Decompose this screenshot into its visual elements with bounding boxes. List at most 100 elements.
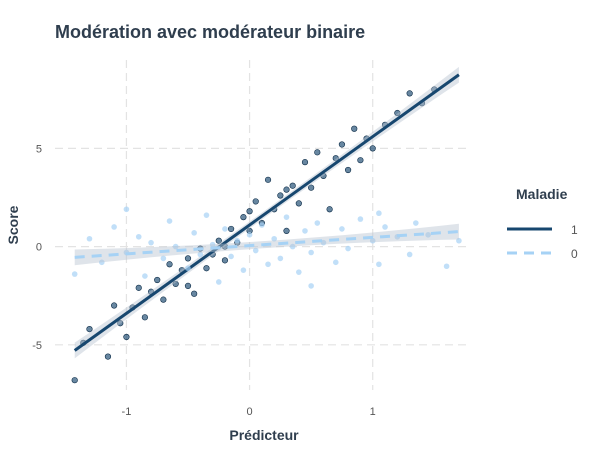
data-point-1: [308, 184, 315, 191]
data-point-0: [283, 214, 290, 220]
data-point-1: [301, 159, 309, 166]
data-point-0: [98, 259, 105, 266]
data-point-1: [191, 290, 198, 297]
data-point-0: [302, 228, 308, 234]
data-point-1: [357, 157, 364, 164]
data-point-0: [111, 224, 117, 230]
data-point-1: [104, 353, 112, 360]
data-point-1: [351, 125, 358, 132]
data-point-1: [227, 225, 235, 233]
data-point-0: [289, 243, 296, 250]
data-point-1: [289, 182, 296, 189]
data-point-0: [406, 251, 413, 258]
data-point-0: [332, 259, 339, 266]
data-point-0: [197, 251, 204, 258]
data-point-1: [344, 166, 352, 174]
data-point-1: [264, 176, 272, 183]
chart-title: Modération avec modérateur binaire: [55, 22, 365, 42]
data-point-0: [259, 222, 265, 228]
x-tick-label: -1: [122, 406, 132, 418]
data-point-0: [160, 255, 167, 262]
data-point-0: [222, 226, 228, 232]
regression-line-1: [73, 73, 460, 352]
data-point-0: [308, 249, 314, 256]
data-point-0: [135, 233, 142, 240]
data-point-0: [240, 267, 247, 273]
tick-labels: -1 0 1 -5 0 5: [32, 143, 376, 418]
data-point-1: [154, 276, 161, 284]
data-point-1: [283, 227, 290, 234]
data-point-1: [71, 377, 78, 384]
data-point-0: [148, 239, 154, 246]
data-point-0: [252, 247, 259, 254]
data-point-0: [71, 271, 78, 277]
data-point-1: [221, 257, 229, 264]
data-point-1: [135, 284, 142, 291]
data-point-0: [86, 235, 93, 242]
data-point-0: [296, 269, 302, 275]
y-tick-label: -5: [32, 340, 42, 352]
data-point-0: [376, 261, 382, 268]
data-point-0: [166, 218, 173, 224]
data-point-0: [425, 232, 431, 238]
data-point-0: [203, 212, 210, 218]
data-point-1: [141, 314, 148, 321]
data-point-0: [234, 237, 241, 244]
data-point-0: [339, 226, 345, 232]
data-point-1: [215, 237, 222, 244]
legend: Maladie 1 0: [507, 186, 578, 261]
data-point-0: [185, 265, 191, 272]
y-tick-label: 0: [36, 242, 42, 254]
data-point-1: [111, 302, 118, 309]
series-0-group: [71, 66, 460, 384]
data-point-1: [203, 265, 210, 272]
data-point-0: [215, 279, 222, 285]
data-point-0: [271, 235, 277, 242]
data-point-0: [142, 273, 148, 279]
data-point-0: [382, 224, 388, 230]
y-axis-label: Score: [5, 205, 21, 244]
data-point-1: [117, 320, 124, 327]
data-point-0: [357, 216, 364, 222]
data-point-1: [283, 186, 290, 193]
x-tick-label: 1: [370, 406, 376, 418]
data-point-1: [338, 141, 346, 148]
data-point-1: [295, 200, 302, 207]
data-point-0: [308, 283, 314, 289]
data-point-0: [314, 220, 321, 226]
data-point-0: [413, 220, 419, 226]
y-tick-label: 5: [36, 143, 42, 155]
data-point-1: [166, 261, 173, 268]
data-point-1: [314, 149, 321, 156]
data-point-0: [376, 210, 382, 217]
data-point-1: [332, 155, 339, 162]
series-1-group: [71, 206, 462, 289]
data-point-1: [394, 109, 401, 117]
data-point-1: [240, 214, 247, 221]
data-point-1: [86, 326, 93, 333]
data-point-1: [277, 192, 284, 199]
data-point-1: [123, 333, 130, 341]
data-point-0: [172, 243, 179, 250]
data-point-0: [228, 253, 234, 260]
data-point-1: [246, 208, 253, 215]
data-point-1: [406, 90, 413, 97]
data-point-0: [265, 261, 271, 268]
data-point-1: [252, 198, 259, 205]
data-point-0: [123, 206, 130, 213]
data-point-0: [443, 263, 450, 270]
data-point-1: [326, 206, 333, 213]
legend-title: Maladie: [516, 186, 568, 202]
data-point-1: [184, 255, 192, 262]
x-axis-label: Prédicteur: [229, 427, 299, 443]
data-point-0: [369, 237, 376, 244]
data-point-1: [172, 280, 179, 288]
data-point-1: [369, 145, 376, 152]
data-point-1: [160, 296, 167, 303]
data-point-0: [277, 255, 284, 262]
legend-label-0: 0: [571, 247, 578, 261]
data-point-1: [184, 282, 192, 289]
data-point-0: [246, 232, 253, 238]
data-point-0: [456, 237, 462, 244]
